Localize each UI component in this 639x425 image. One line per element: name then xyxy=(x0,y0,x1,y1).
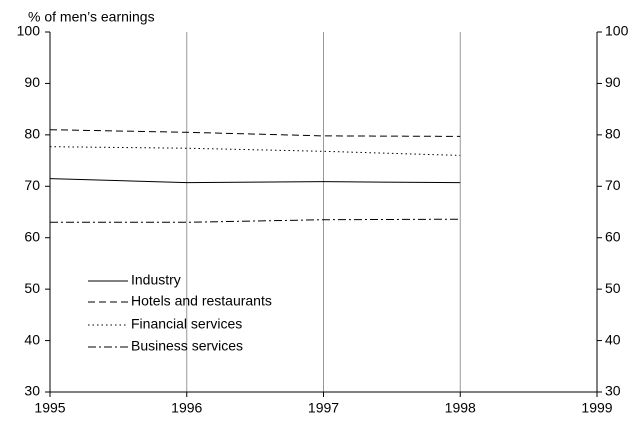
x-tick-label: 1997 xyxy=(308,400,339,416)
y2-tick-label: 50 xyxy=(605,280,621,296)
legend-label: Hotels and restaurants xyxy=(131,293,272,309)
series-line xyxy=(49,146,461,156)
y-tick-label: 50 xyxy=(24,280,40,296)
x-tick-label: 1996 xyxy=(171,400,202,416)
legend-label: Financial services xyxy=(131,316,242,332)
legend-label: Business services xyxy=(131,338,243,354)
series-line xyxy=(49,129,461,137)
y2-tick-label: 100 xyxy=(605,23,629,39)
y2-tick-label: 30 xyxy=(605,383,621,399)
x-tick-label: 1998 xyxy=(445,400,476,416)
y-tick-label: 100 xyxy=(17,23,41,39)
y-tick-label: 40 xyxy=(24,331,40,347)
y2-tick-label: 70 xyxy=(605,177,621,193)
x-tick-label: 1999 xyxy=(581,400,612,416)
y2-tick-label: 80 xyxy=(605,126,621,142)
x-tick-label: 1995 xyxy=(34,400,65,416)
y-tick-label: 90 xyxy=(24,74,40,90)
y-tick-label: 60 xyxy=(24,228,40,244)
y-axis-label: % of men’s earnings xyxy=(28,9,155,25)
y2-tick-label: 90 xyxy=(605,74,621,90)
series-line xyxy=(50,218,461,223)
series-line xyxy=(49,178,461,184)
y2-tick-label: 40 xyxy=(605,331,621,347)
y2-tick-label: 60 xyxy=(605,228,621,244)
legend-label: Industry xyxy=(131,272,181,288)
y-tick-label: 80 xyxy=(24,126,40,142)
y-tick-label: 30 xyxy=(24,383,40,399)
y-tick-label: 70 xyxy=(24,177,40,193)
